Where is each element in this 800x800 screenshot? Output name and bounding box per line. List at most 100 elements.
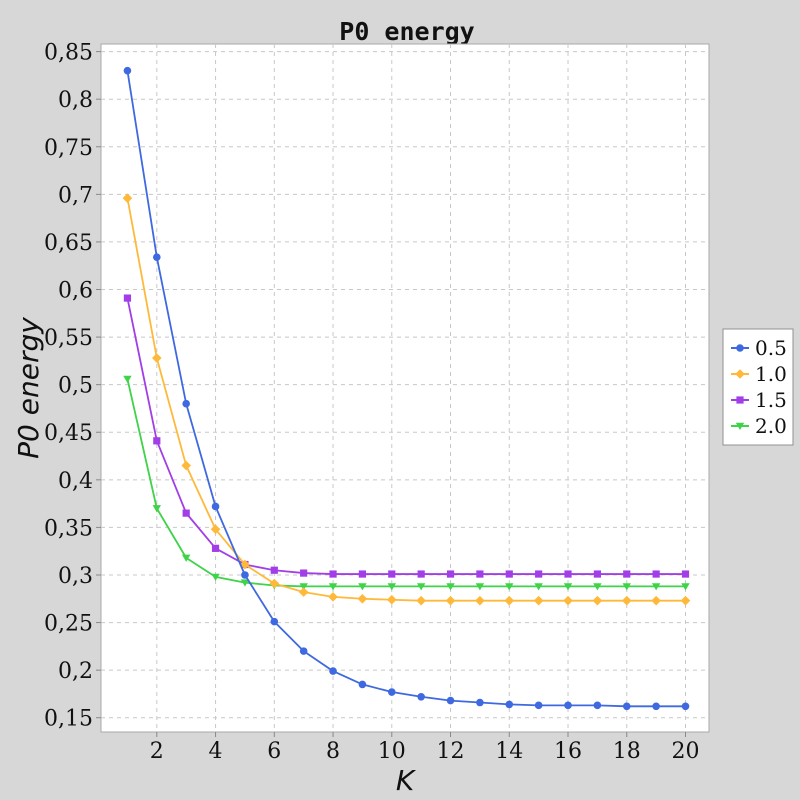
y-tick-label: 0,45 bbox=[44, 421, 93, 446]
legend-label: 2.0 bbox=[755, 414, 787, 438]
data-point bbox=[417, 692, 425, 701]
data-point bbox=[563, 595, 573, 606]
data-point bbox=[476, 698, 484, 707]
data-point bbox=[446, 570, 455, 578]
plot-area bbox=[100, 43, 710, 733]
data-point bbox=[152, 353, 162, 363]
series-line bbox=[126, 297, 686, 575]
x-tick-label: 4 bbox=[209, 739, 223, 764]
y-tick-label: 0,7 bbox=[58, 183, 93, 208]
legend: 0.51.01.52.0 bbox=[722, 328, 794, 446]
series-line bbox=[126, 70, 686, 708]
data-point bbox=[680, 595, 691, 606]
y-tick-label: 0,15 bbox=[44, 707, 93, 732]
data-point bbox=[735, 422, 745, 430]
series-1.5 bbox=[123, 294, 690, 578]
data-point bbox=[735, 369, 745, 379]
data-point bbox=[416, 583, 426, 591]
data-point bbox=[123, 66, 132, 75]
data-point bbox=[299, 647, 308, 655]
y-tick-label: 0,4 bbox=[58, 469, 93, 494]
data-point bbox=[475, 595, 485, 606]
data-point bbox=[621, 595, 632, 606]
y-tick-label: 0,5 bbox=[58, 374, 93, 399]
data-point bbox=[681, 702, 690, 711]
data-point bbox=[357, 593, 368, 604]
y-tick-label: 0,25 bbox=[44, 612, 93, 637]
data-point bbox=[387, 583, 396, 591]
data-point bbox=[533, 595, 544, 606]
data-point bbox=[181, 460, 191, 471]
data-point bbox=[358, 680, 367, 689]
y-tick-label: 0,55 bbox=[44, 326, 93, 351]
legend-label: 1.5 bbox=[755, 388, 787, 412]
data-point bbox=[358, 570, 367, 578]
data-point bbox=[651, 583, 661, 591]
data-point bbox=[504, 595, 515, 606]
y-tick-label: 0,65 bbox=[44, 231, 93, 256]
data-point bbox=[240, 559, 250, 570]
data-point bbox=[387, 688, 396, 696]
x-tick-label: 14 bbox=[495, 739, 523, 764]
data-point bbox=[358, 583, 367, 591]
data-point bbox=[593, 570, 601, 578]
data-point bbox=[535, 570, 543, 578]
x-tick-label: 20 bbox=[672, 739, 700, 764]
series-0.5 bbox=[123, 66, 690, 711]
data-point bbox=[211, 573, 220, 581]
data-point bbox=[417, 570, 425, 578]
data-point bbox=[505, 700, 514, 709]
data-point bbox=[652, 570, 660, 578]
data-point bbox=[211, 544, 220, 552]
data-point bbox=[681, 570, 690, 578]
data-point bbox=[475, 583, 485, 591]
data-point bbox=[328, 592, 338, 602]
data-point bbox=[329, 570, 337, 578]
chart-title: P0 energy bbox=[339, 17, 474, 46]
data-point bbox=[476, 570, 484, 578]
y-tick-label: 0,85 bbox=[44, 41, 93, 66]
data-point bbox=[270, 617, 279, 626]
data-point bbox=[651, 595, 661, 606]
data-point bbox=[623, 570, 631, 578]
series-layer bbox=[122, 66, 691, 711]
data-point bbox=[269, 578, 280, 589]
y-tick-label: 0,2 bbox=[58, 659, 93, 684]
data-point bbox=[153, 253, 161, 261]
data-point bbox=[386, 594, 397, 605]
data-point bbox=[564, 570, 572, 578]
data-point bbox=[299, 583, 308, 591]
series-2.0 bbox=[123, 375, 690, 591]
series-1.0 bbox=[122, 193, 691, 606]
legend-item: 1.5 bbox=[731, 388, 787, 412]
data-point bbox=[622, 583, 631, 591]
data-point bbox=[505, 570, 513, 578]
data-point bbox=[592, 595, 603, 606]
data-point bbox=[123, 375, 132, 383]
x-tick-label: 8 bbox=[326, 739, 340, 764]
x-tick-label: 6 bbox=[267, 739, 281, 764]
data-point bbox=[181, 554, 191, 562]
series-line bbox=[126, 378, 686, 588]
data-point bbox=[652, 702, 660, 711]
data-point bbox=[211, 502, 220, 511]
x-tick-label: 12 bbox=[437, 739, 465, 764]
data-point bbox=[210, 524, 221, 535]
axis-layer: 2 4 6 8 10 12 14 16 18 20 0,15 0,2 0,25 0,3 0,35 0,4 0,4… bbox=[44, 41, 699, 764]
data-point bbox=[593, 701, 602, 710]
data-point bbox=[534, 701, 543, 710]
x-tick-label: 10 bbox=[378, 739, 406, 764]
legend-label: 0.5 bbox=[755, 336, 787, 360]
data-point bbox=[241, 571, 249, 579]
data-point bbox=[182, 399, 190, 408]
data-point bbox=[153, 437, 161, 445]
data-point bbox=[416, 595, 426, 606]
data-point bbox=[446, 696, 455, 705]
data-point bbox=[122, 193, 133, 203]
x-axis-title: K bbox=[396, 764, 417, 797]
data-point bbox=[593, 583, 602, 591]
data-point bbox=[622, 702, 631, 711]
data-point bbox=[446, 583, 455, 591]
x-tick-label: 18 bbox=[613, 739, 641, 764]
data-point bbox=[328, 583, 338, 591]
